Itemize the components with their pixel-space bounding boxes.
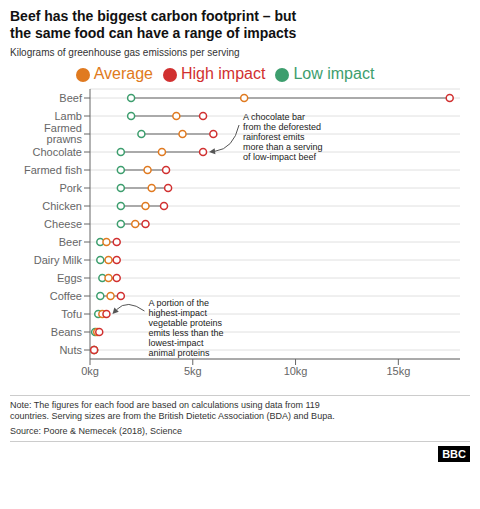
- svg-text:A portion of thehighest-impact: A portion of thehighest-impactvegetable …: [148, 298, 223, 358]
- html-text:Low impact: Low impact: [293, 65, 375, 82]
- svg-text:Chocolate: Chocolate: [32, 146, 82, 158]
- html-text:Note: The figures for each foo: Note: The figures for each food are base…: [10, 400, 320, 410]
- svg-text:Beer: Beer: [59, 236, 83, 248]
- svg-text:Dairy Milk: Dairy Milk: [34, 254, 83, 266]
- html-text:the same food can have a range: the same food can have a range of impact…: [10, 25, 297, 41]
- svg-text:Farmedprawns: Farmedprawns: [44, 122, 82, 145]
- svg-text:Beans: Beans: [51, 326, 83, 338]
- html-text:Kilograms of greenhouse gas em: Kilograms of greenhouse gas emissions pe…: [10, 47, 240, 58]
- html-text:countries. Serving sizes are f: countries. Serving sizes are from the Br…: [10, 411, 335, 421]
- svg-text:Eggs: Eggs: [57, 272, 83, 284]
- svg-text:Tofu: Tofu: [61, 308, 82, 320]
- svg-text:A chocolate barfrom the defore: A chocolate barfrom the deforestedrainfo…: [243, 112, 323, 162]
- html-text:High impact: High impact: [181, 65, 266, 82]
- svg-text:5kg: 5kg: [184, 365, 202, 377]
- svg-text:Coffee: Coffee: [50, 290, 82, 302]
- html-text:BBC: BBC: [442, 448, 466, 460]
- svg-text:Chicken: Chicken: [42, 200, 82, 212]
- svg-text:Cheese: Cheese: [44, 218, 82, 230]
- svg-text:Beef: Beef: [59, 92, 83, 104]
- svg-text:15kg: 15kg: [386, 365, 410, 377]
- html-text:Beef has the biggest carbon fo: Beef has the biggest carbon footprint – …: [10, 8, 297, 24]
- svg-text:10kg: 10kg: [284, 365, 308, 377]
- html-text:Source: Poore & Nemecek (2018): Source: Poore & Nemecek (2018), Science: [10, 426, 183, 436]
- svg-text:Nuts: Nuts: [59, 344, 82, 356]
- svg-text:0kg: 0kg: [81, 365, 99, 377]
- html-text:Average: Average: [93, 65, 153, 82]
- svg-text:Lamb: Lamb: [54, 110, 82, 122]
- svg-text:Farmed fish: Farmed fish: [24, 164, 82, 176]
- svg-text:Pork: Pork: [59, 182, 82, 194]
